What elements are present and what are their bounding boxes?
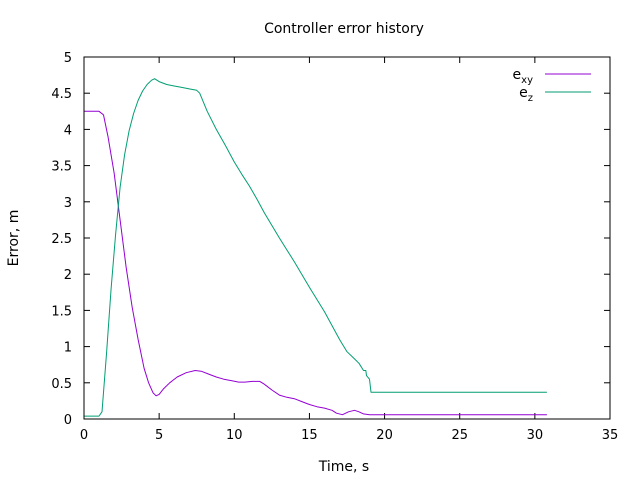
x-tick-label: 30: [527, 428, 544, 443]
x-tick-label: 5: [155, 428, 163, 443]
y-tick-label: 1.5: [51, 304, 72, 319]
y-tick-label: 0: [64, 413, 72, 428]
y-tick-label: 3: [64, 196, 72, 211]
x-tick-label: 35: [602, 428, 619, 443]
x-tick-label: 10: [226, 428, 243, 443]
x-tick-label: 25: [451, 428, 468, 443]
x-tick-label: 15: [301, 428, 318, 443]
plot-frame: [83, 56, 611, 420]
y-tick-label: 4.5: [51, 87, 72, 102]
y-tick-label: 3.5: [51, 160, 72, 175]
series-group: [84, 78, 547, 417]
series-line-e_z: [84, 78, 547, 417]
x-tick-label: 0: [80, 428, 88, 443]
ticks-group: 0 5 10 15 20 25 30 35 0 0.5 1 1.5 2 2.5 3 3.5 4 4.5 5: [51, 51, 618, 443]
y-tick-label: 1: [64, 341, 72, 356]
y-axis-label: Error, m: [6, 210, 22, 267]
chart-title: Controller error history: [264, 21, 424, 37]
y-tick-label: 5: [64, 51, 72, 66]
legend-label-e_z: ez: [519, 85, 533, 104]
y-tick-label: 4: [64, 123, 72, 138]
x-axis-label: Time, s: [318, 459, 369, 475]
x-tick-label: 20: [376, 428, 393, 443]
series-line-e_xy: [84, 110, 547, 416]
legend-label-e_xy: exy: [513, 67, 534, 86]
y-tick-label: 0.5: [51, 377, 72, 392]
y-tick-label: 2: [64, 268, 72, 283]
y-tick-label: 2.5: [51, 232, 72, 247]
